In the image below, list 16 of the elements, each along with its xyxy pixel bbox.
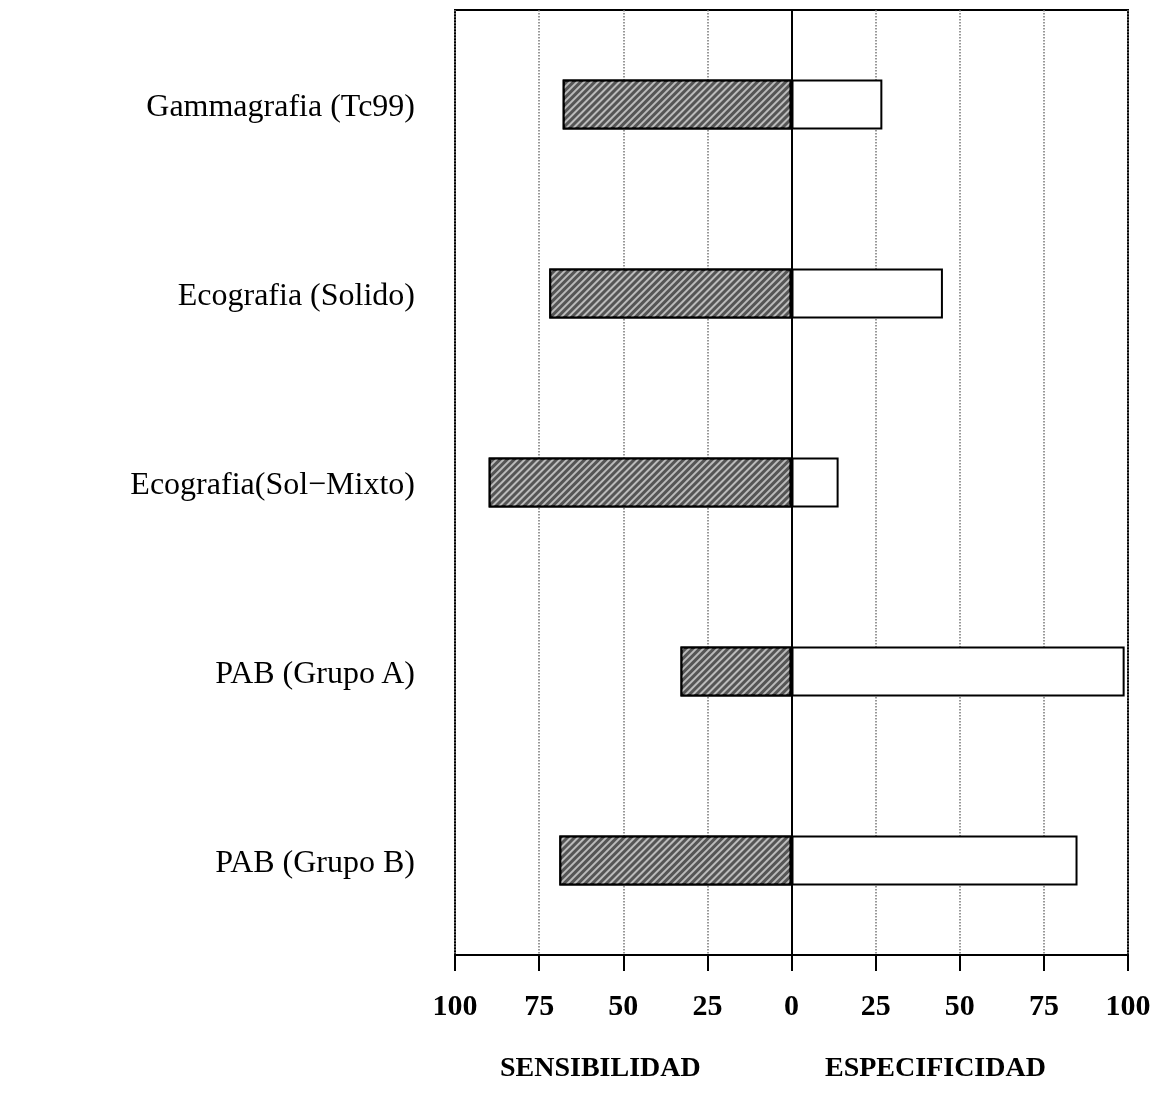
x-tick-label: 100 [432, 987, 478, 1021]
x-tick-label: 0 [784, 987, 799, 1021]
x-tick-label: 75 [524, 987, 555, 1021]
x-tick-label: 50 [608, 987, 639, 1021]
x-tick-label: 50 [944, 987, 975, 1021]
y-tick-label: Gammagrafia (Tc99) [146, 86, 415, 123]
x-tick-label: 25 [692, 987, 723, 1021]
y-tick-label: PAB (Grupo B) [215, 842, 415, 879]
text: SENSIBILIDAD [500, 1050, 701, 1082]
x-tick-label: 25 [860, 987, 891, 1021]
y-tick-label: PAB (Grupo A) [215, 653, 415, 690]
x-tick-label: 75 [1028, 987, 1059, 1021]
y-tick-label: Ecografia(Sol−Mixto) [130, 464, 415, 501]
x-tick-label: 100 [1105, 987, 1151, 1021]
text: ESPECIFICIDAD [825, 1050, 1046, 1082]
y-tick-label: Ecografia (Solido) [177, 275, 415, 312]
